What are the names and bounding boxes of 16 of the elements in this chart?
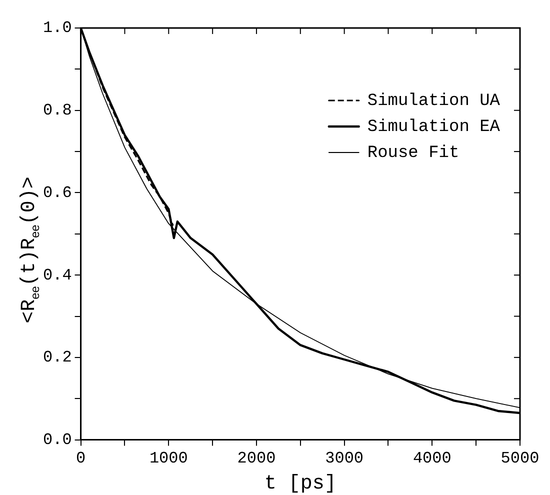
x-tick-label: 2000: [237, 450, 276, 468]
x-tick-label: 5000: [500, 450, 540, 468]
y-tick-label: 0.2: [42, 348, 72, 367]
legend-label: Simulation UA: [367, 92, 501, 111]
legend-label: Rouse Fit: [367, 144, 460, 163]
x-tick-label: 1000: [149, 450, 188, 468]
x-tick-label: 3000: [325, 450, 364, 468]
x-axis-title: t [ps]: [264, 472, 336, 495]
y-tick-label: 0.4: [42, 266, 72, 284]
y-tick-label: 0.6: [42, 184, 72, 202]
y-tick-label: 0.0: [42, 431, 72, 450]
x-tick-label: 0: [76, 450, 86, 468]
y-tick-label: 0.8: [42, 102, 72, 120]
legend-label: Simulation EA: [367, 118, 501, 137]
x-tick-label: 4000: [412, 450, 452, 468]
y-tick-label: 1.0: [42, 19, 72, 38]
